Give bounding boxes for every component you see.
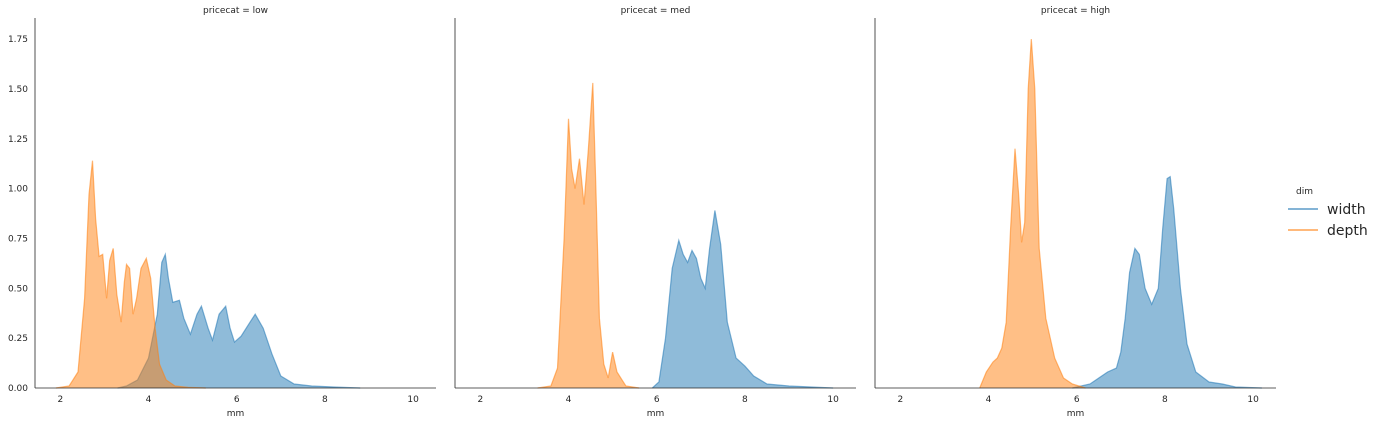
density-area-depth — [979, 39, 1086, 388]
x-tick-label: 6 — [234, 395, 240, 405]
x-tick-label: 10 — [827, 395, 839, 405]
density-line-depth — [55, 160, 206, 389]
x-tick-label: 6 — [654, 395, 660, 405]
facet-title: pricecat = low — [203, 6, 268, 16]
y-tick-label: 1.00 — [8, 185, 28, 195]
facet-panel-pricecat-low: 2 4 6 8 10 0.00 0.25 0.50 0.75 1.00 1.25 1.50 1.75 pr… — [8, 6, 436, 419]
legend-label-width: width — [1327, 202, 1366, 218]
density-area-width — [652, 210, 834, 388]
facet-panel-pricecat-med: 2 4 6 8 10 pricecat = med mm — [454, 6, 856, 419]
facet-title: pricecat = med — [621, 6, 691, 16]
x-axis-label: mm — [227, 409, 245, 419]
y-tick-label: 1.50 — [8, 85, 28, 95]
x-tick-label: 8 — [322, 395, 328, 405]
x-axis-label: mm — [647, 409, 665, 419]
density-line-depth — [537, 82, 640, 389]
x-tick-label: 8 — [1162, 395, 1168, 405]
legend-label-depth: depth — [1327, 223, 1368, 239]
x-tick-label: 6 — [1074, 395, 1080, 405]
y-tick-label: 1.25 — [8, 135, 28, 145]
x-axis-label: mm — [1067, 409, 1085, 419]
y-tick-label: 0.00 — [8, 384, 28, 394]
density-line-depth — [979, 39, 1086, 389]
facet-title: pricecat = high — [1041, 6, 1110, 16]
x-tick-label: 8 — [742, 395, 748, 405]
y-tick-label: 1.75 — [8, 35, 28, 45]
x-tick-label: 2 — [477, 395, 483, 405]
legend: dim width depth — [1288, 187, 1368, 239]
x-tick-label: 4 — [146, 395, 152, 405]
legend-title: dim — [1296, 187, 1313, 197]
x-tick-label: 10 — [1247, 395, 1259, 405]
y-tick-label: 0.25 — [8, 334, 28, 344]
x-tick-label: 2 — [897, 395, 903, 405]
density-area-depth — [537, 82, 640, 389]
x-tick-label: 4 — [986, 395, 992, 405]
density-area-width — [117, 254, 361, 388]
density-line-width — [651, 210, 834, 389]
density-area-depth — [55, 160, 206, 388]
density-line-width — [1072, 175, 1262, 389]
density-line-width — [117, 252, 361, 389]
x-tick-label: 2 — [57, 395, 63, 405]
y-tick-label: 0.75 — [8, 234, 28, 244]
x-tick-label: 4 — [566, 395, 572, 405]
x-tick-label: 10 — [407, 395, 419, 405]
y-tick-label: 0.50 — [8, 284, 28, 294]
density-area-width — [1072, 176, 1262, 388]
facet-panel-pricecat-high: 2 4 6 8 10 pricecat = high mm — [874, 6, 1276, 419]
